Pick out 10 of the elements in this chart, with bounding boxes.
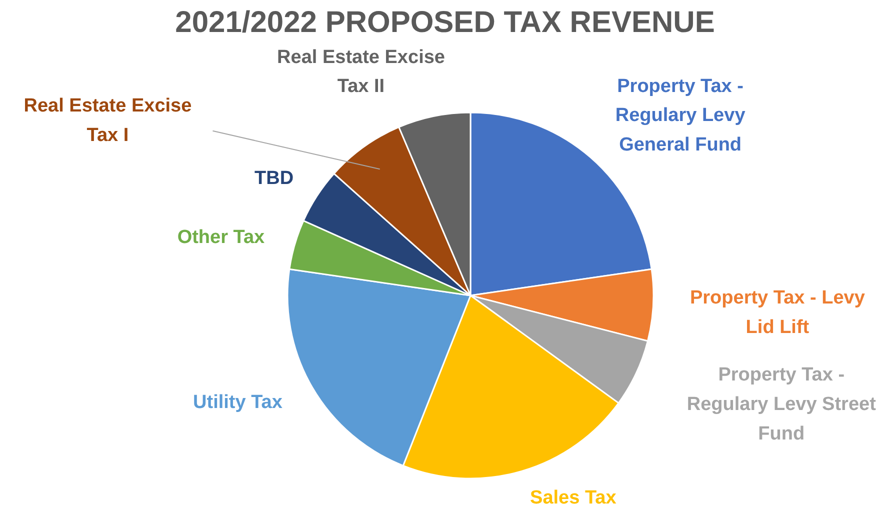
slice-label: Utility Tax	[193, 392, 283, 414]
slice-label: Other Tax	[177, 226, 266, 248]
slice-label: Property Tax - Levy Lid Lift	[690, 287, 866, 338]
slice-label: TBD	[254, 168, 294, 189]
slice-label: Property Tax - Regulary Levy Street Fund	[686, 364, 877, 444]
slice-label: Real Estate Excise Tax I	[24, 96, 192, 146]
slice-label: Property Tax - Regulary Levy General Fund	[615, 76, 746, 156]
slice-label: Real Estate Excise Tax II	[277, 46, 445, 98]
slice-label: Sales Tax	[530, 487, 617, 508]
chart-title: 2021/2022 PROPOSED TAX REVENUE	[175, 6, 715, 39]
